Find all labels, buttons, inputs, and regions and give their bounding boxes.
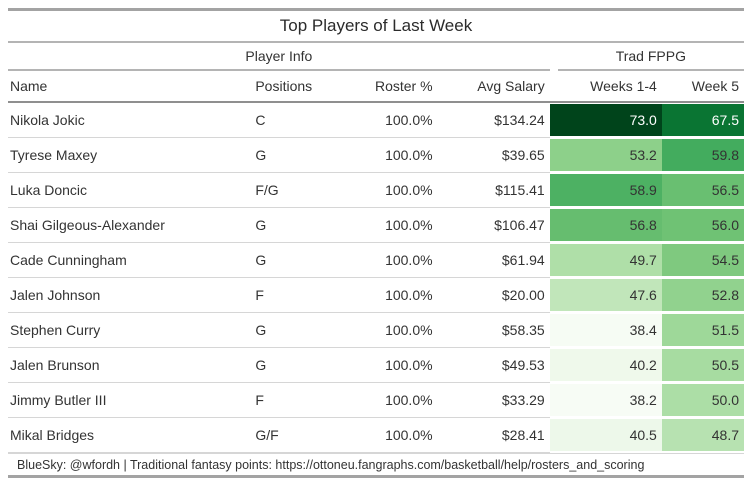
table-row: Jalen Brunson G 100.0% $49.53 40.2 50.5 (8, 348, 744, 383)
table-row: Cade Cunningham G 100.0% $61.94 49.7 54.… (8, 243, 744, 278)
column-header-name: Name (8, 71, 254, 103)
positions-cell: C (253, 103, 344, 138)
column-header-week-5: Week 5 (661, 71, 744, 103)
weeks-1-4-fppg-cell: 40.2 (549, 348, 662, 383)
weeks-1-4-fppg-cell: 38.4 (549, 313, 662, 348)
week-5-fppg-cell: 50.5 (661, 348, 744, 383)
table-row: Nikola Jokic C 100.0% $134.24 73.0 67.5 (8, 103, 744, 138)
roster-pct-cell: 100.0% (343, 138, 438, 173)
roster-pct-cell: 100.0% (343, 243, 438, 278)
weeks-1-4-fppg-cell: 73.0 (549, 103, 662, 138)
players-table: Player Info Trad FPPG Name Positions Ros… (8, 43, 744, 478)
week-5-fppg-cell: 67.5 (661, 103, 744, 138)
roster-pct-cell: 100.0% (343, 208, 438, 243)
roster-pct-cell: 100.0% (343, 313, 438, 348)
table-row: Mikal Bridges G/F 100.0% $28.41 40.5 48.… (8, 418, 744, 453)
positions-cell: G (253, 348, 344, 383)
player-name-cell: Jimmy Butler III (8, 383, 254, 418)
player-name-cell: Jalen Johnson (8, 278, 254, 313)
week-5-fppg-cell: 52.8 (661, 278, 744, 313)
avg-salary-cell: $58.35 (437, 313, 550, 348)
column-header-positions: Positions (253, 71, 344, 103)
spanner-row: Player Info Trad FPPG (8, 43, 744, 71)
positions-cell: G (253, 138, 344, 173)
table-row: Tyrese Maxey G 100.0% $39.65 53.2 59.8 (8, 138, 744, 173)
player-name-cell: Tyrese Maxey (8, 138, 254, 173)
spanner-player-info: Player Info (8, 43, 550, 71)
weeks-1-4-fppg-cell: 53.2 (549, 138, 662, 173)
week-5-fppg-cell: 56.0 (661, 208, 744, 243)
weeks-1-4-fppg-cell: 40.5 (549, 418, 662, 453)
table-row: Stephen Curry G 100.0% $58.35 38.4 51.5 (8, 313, 744, 348)
week-5-fppg-cell: 59.8 (661, 138, 744, 173)
weeks-1-4-fppg-cell: 47.6 (549, 278, 662, 313)
roster-pct-cell: 100.0% (343, 173, 438, 208)
weeks-1-4-fppg-cell: 49.7 (549, 243, 662, 278)
player-name-cell: Shai Gilgeous-Alexander (8, 208, 254, 243)
page-title: Top Players of Last Week (279, 16, 473, 35)
player-name-cell: Jalen Brunson (8, 348, 254, 383)
player-name-cell: Stephen Curry (8, 313, 254, 348)
roster-pct-cell: 100.0% (343, 278, 438, 313)
positions-cell: G (253, 313, 344, 348)
avg-salary-cell: $20.00 (437, 278, 550, 313)
weeks-1-4-fppg-cell: 38.2 (549, 383, 662, 418)
positions-cell: G (253, 243, 344, 278)
column-header-avg-salary: Avg Salary (437, 71, 550, 103)
source-note: BlueSky: @wfordh | Traditional fantasy p… (8, 453, 744, 478)
avg-salary-cell: $134.24 (437, 103, 550, 138)
player-name-cell: Nikola Jokic (8, 103, 254, 138)
avg-salary-cell: $39.65 (437, 138, 550, 173)
weeks-1-4-fppg-cell: 58.9 (549, 173, 662, 208)
positions-cell: G (253, 208, 344, 243)
spanner-player-info-label: Player Info (8, 48, 550, 71)
week-5-fppg-cell: 51.5 (661, 313, 744, 348)
roster-pct-cell: 100.0% (343, 103, 438, 138)
player-name-cell: Cade Cunningham (8, 243, 254, 278)
positions-cell: F/G (253, 173, 344, 208)
footer-row: BlueSky: @wfordh | Traditional fantasy p… (8, 453, 744, 478)
player-name-cell: Mikal Bridges (8, 418, 254, 453)
table-row: Shai Gilgeous-Alexander G 100.0% $106.47… (8, 208, 744, 243)
table-row: Jimmy Butler III F 100.0% $33.29 38.2 50… (8, 383, 744, 418)
spanner-trad-fppg: Trad FPPG (550, 43, 744, 71)
weeks-1-4-fppg-cell: 56.8 (549, 208, 662, 243)
week-5-fppg-cell: 50.0 (661, 383, 744, 418)
avg-salary-cell: $28.41 (437, 418, 550, 453)
table-row: Jalen Johnson F 100.0% $20.00 47.6 52.8 (8, 278, 744, 313)
roster-pct-cell: 100.0% (343, 418, 438, 453)
avg-salary-cell: $49.53 (437, 348, 550, 383)
title-rule (8, 41, 744, 43)
table-row: Luka Doncic F/G 100.0% $115.41 58.9 56.5 (8, 173, 744, 208)
roster-pct-cell: 100.0% (343, 383, 438, 418)
avg-salary-cell: $33.29 (437, 383, 550, 418)
avg-salary-cell: $61.94 (437, 243, 550, 278)
column-header-roster-pct: Roster % (343, 71, 438, 103)
spanner-trad-fppg-label: Trad FPPG (557, 48, 744, 71)
positions-cell: F (253, 383, 344, 418)
column-header-row: Name Positions Roster % Avg Salary Weeks… (8, 71, 744, 103)
avg-salary-cell: $106.47 (437, 208, 550, 243)
positions-cell: G/F (253, 418, 344, 453)
positions-cell: F (253, 278, 344, 313)
avg-salary-cell: $115.41 (437, 173, 550, 208)
top-rule (8, 8, 744, 11)
column-header-weeks-1-4: Weeks 1-4 (549, 71, 662, 103)
player-name-cell: Luka Doncic (8, 173, 254, 208)
roster-pct-cell: 100.0% (343, 348, 438, 383)
week-5-fppg-cell: 54.5 (661, 243, 744, 278)
week-5-fppg-cell: 48.7 (661, 418, 744, 453)
week-5-fppg-cell: 56.5 (661, 173, 744, 208)
